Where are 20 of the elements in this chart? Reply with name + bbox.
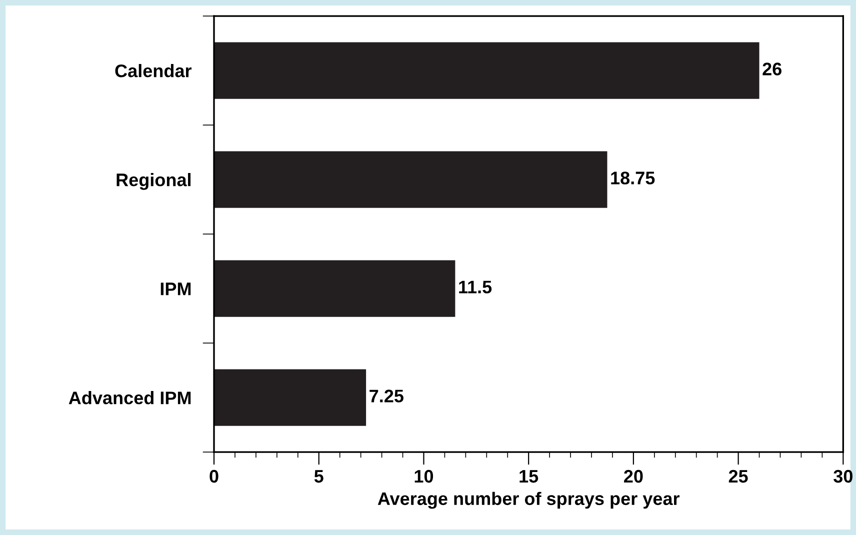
x-tick-label: 5 bbox=[314, 470, 324, 483]
data-label: 26 bbox=[762, 62, 782, 76]
y-tick-label: Calendar bbox=[115, 64, 192, 78]
y-tick-label: Advanced IPM bbox=[68, 391, 191, 404]
bar bbox=[214, 260, 456, 317]
data-label: 7.25 bbox=[370, 390, 404, 402]
x-tick-label: 25 bbox=[728, 470, 748, 483]
x-tick-label: 20 bbox=[624, 470, 643, 483]
bar bbox=[214, 151, 608, 208]
x-axis-title: Average number of sprays per year bbox=[378, 492, 680, 509]
x-tick-label: 0 bbox=[210, 470, 218, 483]
y-tick-label: IPM bbox=[160, 282, 191, 296]
bar bbox=[214, 42, 760, 99]
x-tick-label: 30 bbox=[834, 470, 852, 483]
bar bbox=[214, 369, 366, 426]
y-tick-label: Regional bbox=[116, 173, 191, 190]
x-tick-label: 15 bbox=[520, 470, 538, 483]
data-label: 11.5 bbox=[459, 280, 492, 294]
x-tick-label: 10 bbox=[414, 470, 434, 483]
data-label: 18.75 bbox=[611, 172, 655, 184]
